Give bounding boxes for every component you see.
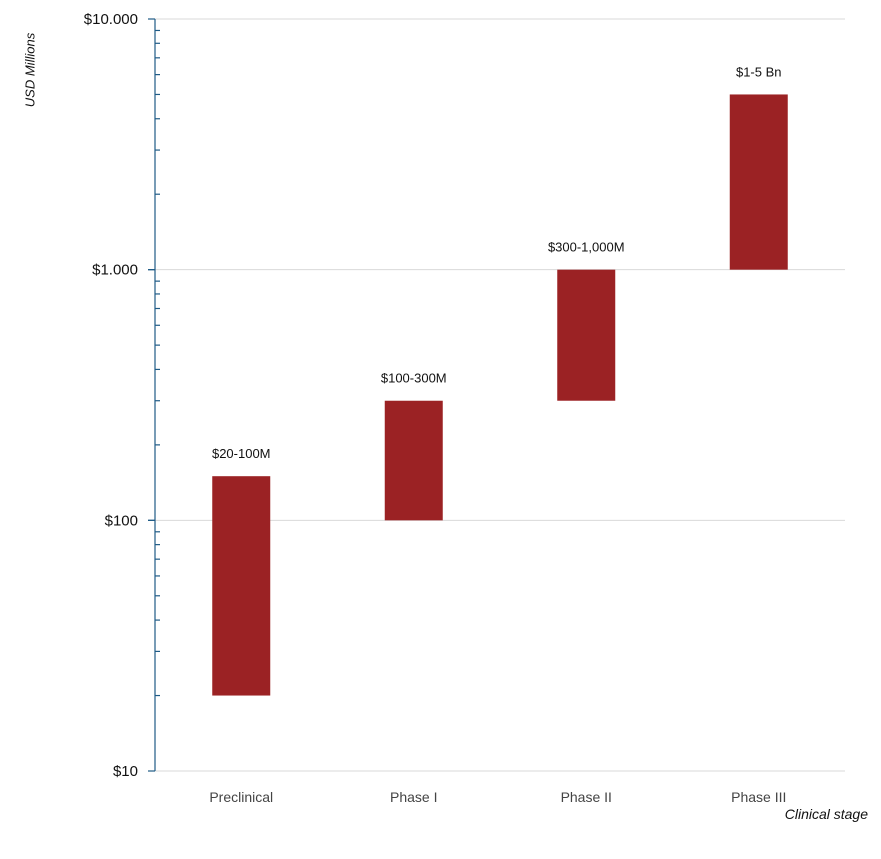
bars	[212, 94, 788, 696]
bar	[557, 269, 616, 401]
y-tick-labels: $10 $100 $1.000 $10.000	[84, 11, 138, 780]
x-axis-title: Clinical stage	[784, 806, 868, 822]
bar-label: $1-5 Bn	[736, 64, 782, 79]
bar	[384, 400, 443, 521]
bar	[729, 94, 788, 270]
x-tick-label: Phase II	[561, 789, 612, 805]
bar-labels: $20-100M $100-300M $300-1,000M $1-5 Bn	[212, 64, 782, 461]
y-tick-label: $100	[105, 512, 138, 529]
y-axis-title: USD Millions	[22, 32, 38, 108]
y-tick-label: $10	[113, 763, 138, 780]
bar-label: $100-300M	[381, 371, 447, 386]
x-tick-label: Phase III	[731, 789, 786, 805]
y-axis	[148, 18, 160, 772]
bar-label: $300-1,000M	[548, 240, 625, 255]
x-tick-label: Preclinical	[209, 789, 273, 805]
y-tick-label: $1.000	[92, 262, 138, 279]
bar-label: $20-100M	[212, 446, 271, 461]
bar	[212, 476, 271, 696]
y-tick-label: $10.000	[84, 11, 138, 28]
y-axis-title-wrap: USD Millions	[0, 0, 60, 150]
x-tick-labels: Preclinical Phase I Phase II Phase III	[209, 789, 786, 805]
x-tick-label: Phase I	[390, 789, 437, 805]
